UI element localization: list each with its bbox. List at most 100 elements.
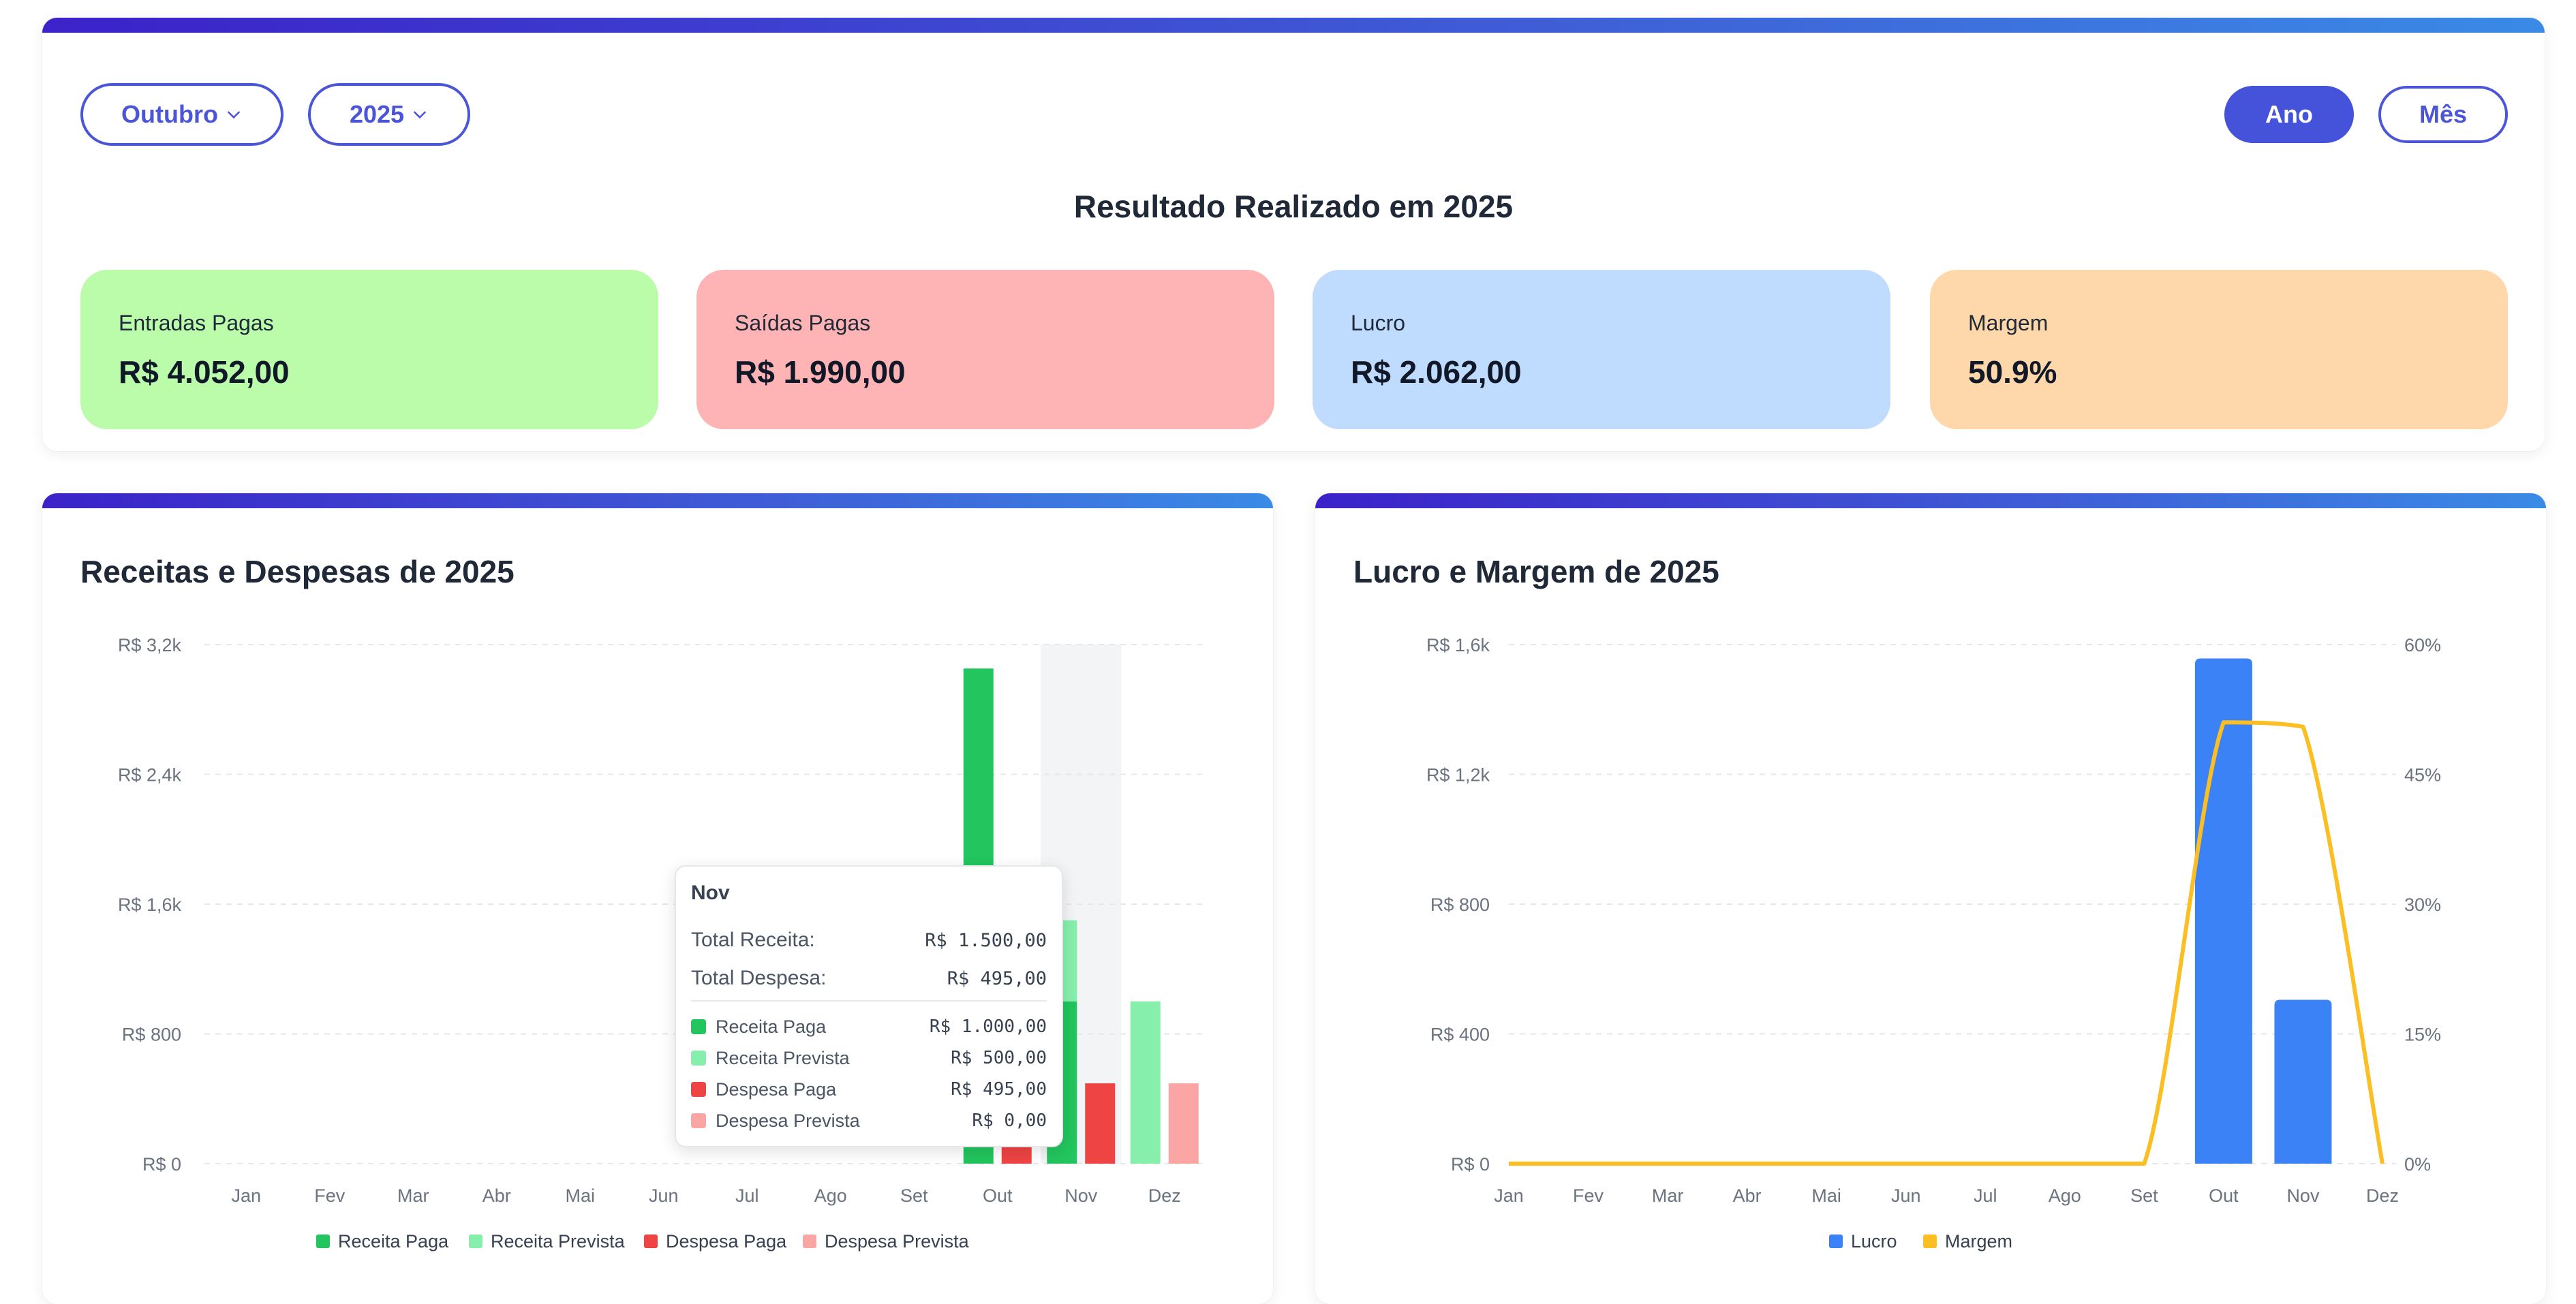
tooltip-item-value: R$ 500,00	[951, 1048, 1047, 1068]
legend-label: Receita Prevista	[491, 1231, 626, 1252]
x-tick-label: Jun	[1891, 1185, 1921, 1206]
y-tick-label: R$ 1,6k	[1426, 635, 1490, 655]
x-tick-label: Out	[983, 1185, 1013, 1206]
y-tick-label: R$ 1,6k	[118, 895, 182, 915]
tooltip-item-value: R$ 1.000,00	[929, 1016, 1047, 1037]
legend-swatch	[1829, 1235, 1843, 1248]
tooltip-total-receita: Total Receita: R$ 1.500,00	[691, 921, 1047, 959]
stat-card-lucro: Lucro R$ 2.062,00	[1313, 270, 1890, 429]
y-tick-label: R$ 800	[1430, 895, 1490, 915]
y-tick-label: R$ 1,2k	[1426, 765, 1490, 786]
legend-swatch	[803, 1235, 816, 1248]
year-select[interactable]: 2025	[308, 83, 470, 146]
view-year-label: Ano	[2265, 100, 2313, 128]
legend-swatch	[469, 1235, 482, 1248]
line-margem	[1509, 720, 2385, 1166]
x-tick-label: Set	[2130, 1185, 2158, 1206]
y2-tick-label: 0%	[2404, 1154, 2431, 1175]
x-tick-label: Abr	[1733, 1185, 1762, 1206]
profit-card-accent-bar	[1315, 493, 2546, 508]
y-tick-label: R$ 400	[1430, 1025, 1490, 1045]
y2-tick-label: 30%	[2404, 895, 2441, 915]
revenue-card-accent-bar	[42, 493, 1273, 508]
y-tick-label: R$ 0	[142, 1154, 181, 1175]
legend-label: Despesa Paga	[666, 1231, 787, 1252]
x-tick-label: Abr	[482, 1185, 511, 1206]
legend-swatch	[1923, 1235, 1937, 1248]
view-month-label: Mês	[2419, 100, 2468, 128]
x-tick-label: Out	[2209, 1185, 2239, 1206]
legend-swatch	[691, 1082, 706, 1097]
x-tick-label: Jun	[649, 1185, 679, 1206]
y-tick-label: R$ 0	[1451, 1154, 1490, 1175]
legend-label: Lucro	[1851, 1231, 1897, 1252]
tooltip-total-receita-label: Total Receita:	[691, 929, 815, 951]
x-tick-label: Mar	[1652, 1185, 1684, 1206]
bar-lucro	[2274, 999, 2332, 1164]
x-tick-label: Jan	[231, 1185, 261, 1206]
legend-label: Margem	[1945, 1231, 2012, 1252]
stat-value: R$ 2.062,00	[1351, 354, 1522, 390]
x-tick-label: Dez	[1148, 1185, 1181, 1206]
x-tick-label: Nov	[2286, 1185, 2320, 1206]
tooltip-item-label: Despesa Prevista	[716, 1110, 860, 1131]
x-tick-label: Nov	[1064, 1185, 1098, 1206]
bar-despesa-prevista	[1168, 1083, 1199, 1164]
legend-swatch	[691, 1113, 706, 1128]
x-tick-label: Ago	[2049, 1185, 2081, 1206]
bar-lucro	[2194, 658, 2252, 1164]
bar-receita-prevista	[1130, 1001, 1161, 1164]
stat-label: Entradas Pagas	[119, 311, 274, 335]
year-select-value: 2025	[349, 100, 405, 128]
view-month-button[interactable]: Mês	[2378, 86, 2508, 143]
tooltip-item-label: Receita Paga	[716, 1016, 827, 1037]
stat-label: Lucro	[1351, 311, 1406, 335]
tooltip-item-value: R$ 495,00	[951, 1079, 1047, 1100]
y2-tick-label: 60%	[2404, 635, 2441, 655]
tooltip-item-label: Despesa Paga	[716, 1078, 837, 1100]
tooltip-item: Receita Paga R$ 1.000,00	[691, 1011, 1047, 1042]
stat-value: R$ 4.052,00	[119, 354, 290, 390]
tooltip-item-label: Receita Prevista	[716, 1047, 850, 1068]
legend-label: Receita Paga	[338, 1231, 449, 1252]
stat-card-saidas: Saídas Pagas R$ 1.990,00	[696, 270, 1274, 429]
tooltip-divider	[691, 1000, 1047, 1002]
profit-chart-title: Lucro e Margem de 2025	[1353, 554, 1719, 589]
stat-card-entradas: Entradas Pagas R$ 4.052,00	[80, 270, 658, 429]
summary-card: Outubro 2025 Ano Mês Resultado Realizado…	[42, 18, 2545, 451]
chart-tooltip: Nov Total Receita: R$ 1.500,00 Total Des…	[675, 865, 1063, 1147]
legend-swatch	[691, 1019, 706, 1034]
month-select-value: Outubro	[121, 100, 218, 128]
summary-card-accent-bar	[42, 18, 2545, 33]
tooltip-item: Despesa Paga R$ 495,00	[691, 1074, 1047, 1105]
tooltip-title: Nov	[691, 882, 730, 904]
y-tick-label: R$ 2,4k	[118, 765, 182, 786]
x-tick-label: Jul	[735, 1185, 759, 1206]
tooltip-total-despesa-value: R$ 495,00	[947, 967, 1047, 989]
x-tick-label: Dez	[2366, 1185, 2399, 1206]
revenue-chart-title: Receitas e Despesas de 2025	[80, 554, 515, 589]
y-tick-label: R$ 3,2k	[118, 635, 182, 655]
legend-label: Despesa Prevista	[825, 1231, 970, 1252]
x-tick-label: Mai	[565, 1185, 595, 1206]
stat-label: Margem	[1968, 311, 2049, 335]
view-year-button[interactable]: Ano	[2224, 86, 2354, 143]
tooltip-total-despesa: Total Despesa: R$ 495,00	[691, 959, 1047, 997]
x-tick-label: Jan	[1494, 1185, 1524, 1206]
tooltip-total-receita-value: R$ 1.500,00	[925, 929, 1047, 951]
stat-value: R$ 1.990,00	[735, 354, 906, 390]
x-tick-label: Mai	[1811, 1185, 1841, 1206]
x-tick-label: Fev	[1573, 1185, 1604, 1206]
legend-swatch	[316, 1235, 330, 1248]
x-tick-label: Set	[900, 1185, 928, 1206]
chevron-down-icon	[228, 111, 240, 119]
legend-swatch	[691, 1051, 706, 1066]
y2-tick-label: 45%	[2404, 765, 2441, 786]
summary-title: Resultado Realizado em 2025	[1073, 189, 1514, 224]
x-tick-label: Mar	[397, 1185, 429, 1206]
tooltip-item: Despesa Prevista R$ 0,00	[691, 1105, 1047, 1136]
month-select[interactable]: Outubro	[80, 83, 283, 146]
tooltip-item-value: R$ 0,00	[972, 1111, 1047, 1131]
bar-despesa-paga	[1085, 1083, 1116, 1164]
